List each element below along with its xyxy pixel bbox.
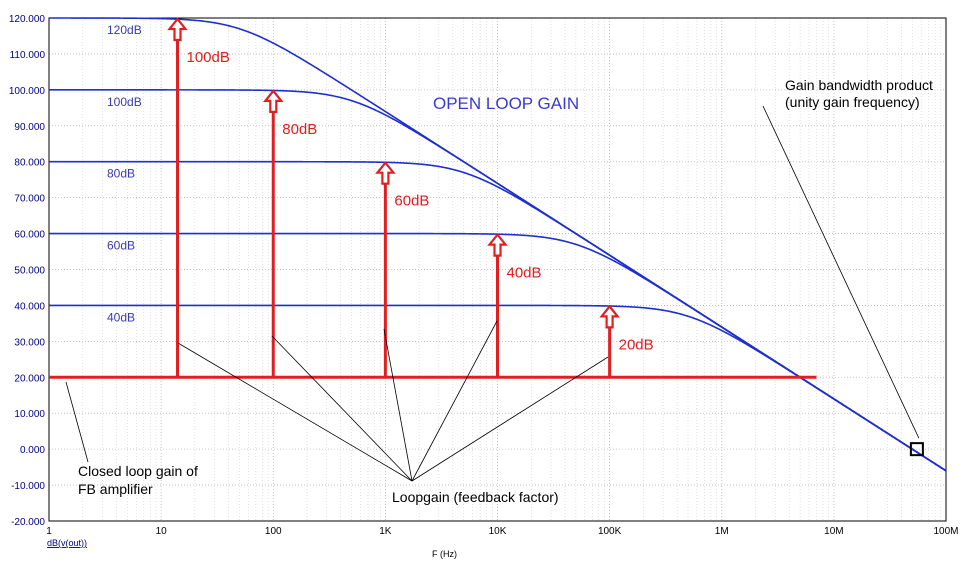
loopgain-leader-line — [411, 320, 498, 482]
y-axis-label: dB(v(out)) — [47, 538, 87, 548]
y-tick-label: -20.000 — [11, 517, 45, 528]
unity-gain-marker — [909, 442, 924, 457]
x-tick-label: 10M — [824, 526, 843, 537]
loopgain-leader-line — [383, 328, 413, 482]
curve-label-40dB: 40dB — [107, 310, 135, 324]
loopgain-arrow-label: 80dB — [282, 121, 317, 138]
x-tick-label: 1 — [46, 526, 52, 537]
x-axis-label: F (Hz) — [432, 549, 457, 559]
loopgain-arrow-label: 60dB — [394, 193, 429, 210]
y-tick-label: 120.000 — [9, 14, 46, 25]
closed-loop-leader-line — [65, 381, 89, 463]
x-tick-label: 100 — [265, 526, 282, 537]
x-tick-label: 100K — [598, 526, 622, 537]
curve-label-120dB: 120dB — [107, 23, 142, 37]
y-tick-label: 110.000 — [10, 50, 46, 61]
y-tick-label: 80.000 — [14, 158, 45, 169]
y-tick-label: 70.000 — [14, 194, 45, 205]
y-tick-label: 40.000 — [14, 301, 45, 312]
closed-loop-annotation-line1: Closed loop gain of — [78, 463, 198, 479]
loopgain-overlay: 100dB 80dB 60dB 40dB 20dB — [49, 17, 817, 379]
gbw-annotation-line2: (unity gain frequency) — [785, 94, 920, 110]
loopgain-arrow-head — [375, 160, 396, 185]
y-tick-label: 10.000 — [14, 409, 45, 420]
x-tick-label: 1M — [715, 526, 729, 537]
loopgain-arrow-head — [167, 17, 188, 42]
annotation-leaders — [65, 105, 924, 482]
y-tick-label: 20.000 — [14, 373, 45, 384]
x-tick-label: 1K — [379, 526, 392, 537]
chart-title: OPEN LOOP GAIN — [433, 94, 579, 113]
curve-label-60dB: 60dB — [107, 239, 135, 253]
gbw-leader-line — [762, 105, 920, 439]
y-tick-label: 90.000 — [14, 122, 45, 133]
loopgain-arrow-label: 20dB — [619, 336, 654, 353]
loopgain-arrow-label: 40dB — [507, 265, 542, 282]
loopgain-arrow-head — [599, 304, 620, 329]
y-tick-label: 60.000 — [14, 230, 45, 241]
x-tick-label: 10 — [156, 526, 168, 537]
plot-frame — [48, 17, 947, 522]
gbw-annotation-line1: Gain bandwidth product — [785, 77, 933, 93]
curve-label-80dB: 80dB — [107, 167, 135, 181]
curve-label-100dB: 100dB — [107, 95, 142, 109]
loopgain-arrow-head — [487, 232, 508, 257]
loopgain-leader-line — [271, 335, 413, 482]
loopgain-leader-line — [411, 356, 609, 482]
y-tick-label: -10.000 — [11, 481, 45, 492]
closed-loop-annotation-line2: FB amplifier — [78, 481, 153, 497]
x-tick-label: 100M — [933, 526, 958, 537]
loopgain-annotation: Loopgain (feedback factor) — [392, 489, 559, 505]
loopgain-leader-line — [177, 342, 413, 482]
x-tick-labels: 1 10 100 1K 10K 100K 1M 10M 100M — [46, 526, 958, 537]
y-tick-label: 100.000 — [9, 86, 46, 97]
loopgain-arrow-label: 100dB — [187, 49, 230, 66]
x-tick-label: 10K — [489, 526, 507, 537]
loopgain-arrow-head — [263, 89, 284, 114]
y-tick-label: 0.000 — [20, 445, 45, 456]
y-tick-label: 50.000 — [14, 266, 45, 277]
y-tick-labels: 120.000 110.000 100.000 90.000 80.000 70.000 6… — [9, 14, 46, 528]
y-tick-label: 30.000 — [14, 337, 45, 348]
